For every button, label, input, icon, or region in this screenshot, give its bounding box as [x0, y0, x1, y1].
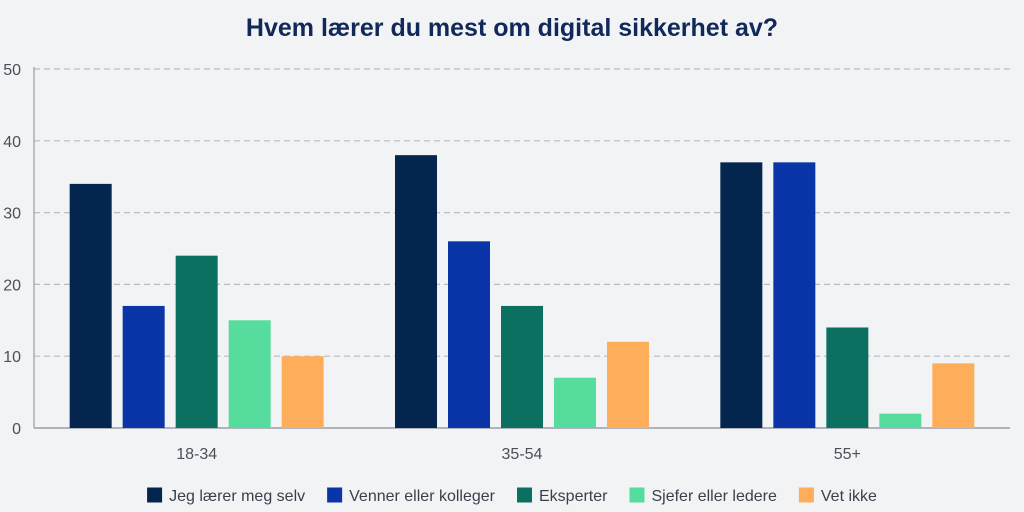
bar-35-54-sjefer-eller-ledere — [554, 377, 596, 428]
bar-35-54-jeg-lærer-meg-selv — [395, 155, 437, 428]
x-category-label: 35-54 — [502, 446, 543, 463]
bar-18-34-vet-ikke — [281, 356, 324, 428]
legend-swatch — [517, 487, 533, 503]
bar-35-54-vet-ikke — [607, 341, 649, 428]
legend-label: Venner eller kolleger — [349, 488, 496, 505]
bar-18-34-venner-eller-kolleger — [122, 305, 165, 428]
bar-55+-eksperter — [826, 327, 869, 428]
y-tick-label: 50 — [3, 62, 21, 79]
legend-label: Eksperter — [539, 488, 608, 505]
legend-label: Vet ikke — [821, 488, 877, 505]
bar-35-54-venner-eller-kolleger — [448, 241, 490, 428]
y-tick-label: 30 — [3, 206, 21, 223]
bar-55+-vet-ikke — [932, 363, 975, 428]
legend-swatch — [147, 487, 163, 503]
y-tick-label: 10 — [3, 349, 21, 366]
x-category-label: 18-34 — [176, 446, 217, 463]
y-tick-label: 40 — [3, 134, 21, 151]
legend-swatch — [798, 487, 814, 503]
bar-55+-sjefer-eller-ledere — [879, 413, 922, 428]
legend-swatch — [629, 487, 645, 503]
x-category-label: 55+ — [834, 446, 861, 463]
bar-55+-jeg-lærer-meg-selv — [720, 162, 763, 428]
bar-18-34-eksperter — [175, 255, 218, 428]
bar-55+-venner-eller-kolleger — [773, 162, 816, 428]
bar-18-34-sjefer-eller-ledere — [228, 320, 271, 428]
bar-18-34-jeg-lærer-meg-selv — [69, 183, 112, 428]
y-tick-label: 0 — [12, 421, 21, 438]
legend-swatch — [327, 487, 343, 503]
legend-label: Jeg lærer meg selv — [169, 488, 305, 505]
legend-label: Sjefer eller ledere — [651, 488, 777, 505]
chart-title: Hvem lærer du mest om digital sikkerhet … — [245, 14, 779, 42]
y-tick-label: 20 — [3, 277, 21, 294]
bar-35-54-eksperter — [501, 305, 543, 428]
